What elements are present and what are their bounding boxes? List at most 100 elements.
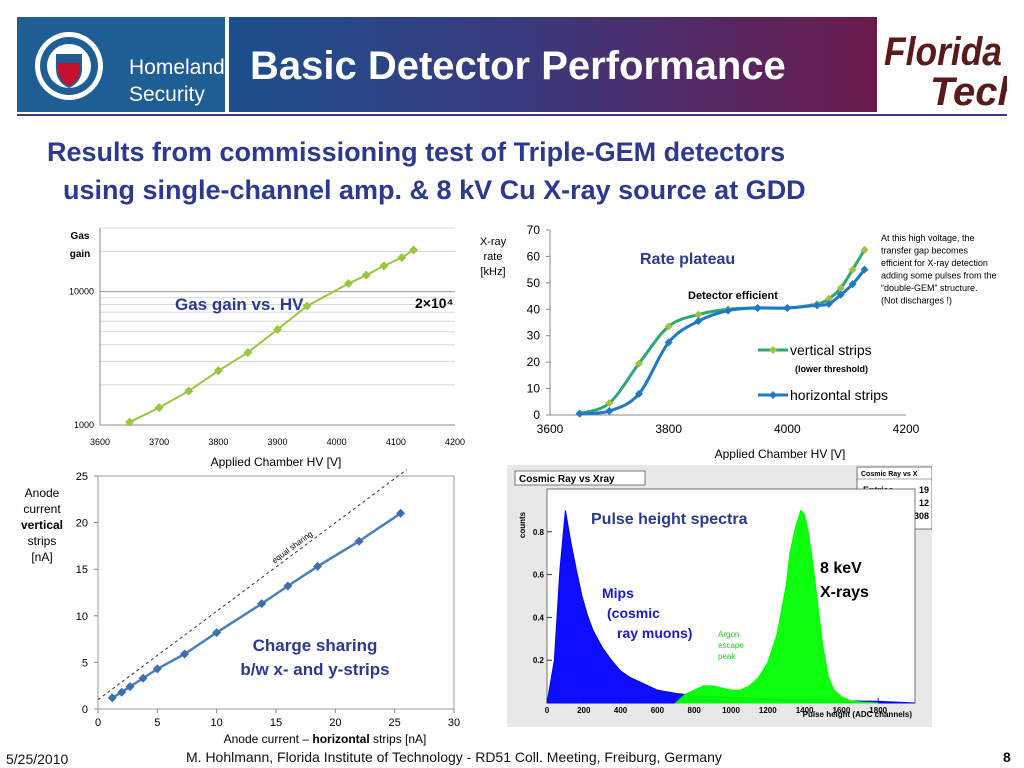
equal-sharing-line [97,469,407,701]
stats-box-title: Cosmic Ray vs X [861,471,918,478]
charge-ylabel-line: Anode [25,486,60,500]
pulse-x-tick: 1400 [796,706,814,715]
footer-date: 5/25/2010 [6,751,69,767]
charge-sharing-title-1: Charge sharing [253,636,378,655]
horizontal-strips-point [824,300,833,308]
rate-plateau-title: Rate plateau [640,251,735,268]
pulse-y-tick: 0.8 [533,528,545,537]
legend-label: vertical strips [790,342,872,358]
gas-gain-annotation: 2×10⁴ [415,295,454,311]
rate-xlabel: Applied Chamber HV [V] [715,447,846,460]
pulse-x-tick: 800 [688,706,702,715]
gas-gain-point [243,347,253,357]
charge-sharing-point [117,687,127,697]
high-voltage-note-line: transfer gap becomes [881,246,969,256]
xray-spectrum [674,509,879,704]
pulse-y-tick: 0.4 [533,613,545,622]
charge-y-tick: 25 [76,471,88,483]
legend-swatch-marker [769,391,777,399]
logo-tech-text: Tech [930,70,1007,112]
pulse-x-tick: 600 [651,706,665,715]
gas-gain-point [184,386,194,396]
header-divider [17,114,1007,116]
gas-gain-point [409,245,419,255]
charge-y-tick: 20 [76,518,88,530]
gas-gain-ylabel-2: gain [70,249,91,260]
charge-sharing-point [212,628,222,638]
gas-gain-ylabel-1: Gas [71,231,90,242]
gas-gain-x-tick: 3900 [267,437,287,447]
charge-sharing-point [152,664,162,674]
horizontal-strips-point [605,407,614,416]
rate-y-tick: 60 [527,249,541,263]
horizontal-strips-point [783,303,792,312]
homeland-security-logo: Homeland Security [17,17,225,112]
pulse-height-chart: Cosmic Ray vs Xray Cosmic Ray vs X Entri… [507,465,932,727]
rate-x-tick: 3800 [655,422,682,436]
rate-y-tick: 70 [527,223,541,237]
charge-sharing-point [180,649,190,659]
charge-ylabel-line: vertical [21,518,63,532]
rate-ylabel-2: rate [484,251,503,263]
charge-sharing-point [138,673,148,683]
pulse-x-tick: 0 [545,706,550,715]
stats-value: 308 [914,511,929,521]
subtitle-line1: Results from commissioning test of Tripl… [47,137,786,167]
charge-y-tick: 10 [76,611,88,623]
subtitle-line2: using single-channel amp. & 8 kV Cu X-ra… [63,175,806,205]
rate-x-tick: 3600 [537,422,564,436]
equal-sharing-label: equal sharing [270,529,314,565]
gas-gain-point [213,366,223,376]
charge-x-tick: 15 [270,717,282,729]
mips-label-1: Mips [602,585,634,601]
page-number: 8 [1003,749,1011,765]
rate-y-tick: 10 [527,382,541,396]
rate-y-tick: 0 [533,408,540,422]
vertical-strips-point [824,294,833,303]
gas-gain-point [361,270,371,280]
xray-label-2: X-rays [820,584,869,601]
rate-y-tick: 40 [527,302,541,316]
gas-gain-point [344,279,353,289]
charge-x-tick: 20 [329,717,341,729]
vertical-strips-point [664,322,673,331]
rate-y-tick: 20 [527,355,541,369]
argon-label-3: peak [718,652,736,661]
logo-text-line1: Homeland [129,56,225,79]
gas-gain-xlabel: Applied Chamber HV [V] [211,455,342,469]
high-voltage-note-line: “double-GEM” structure. [881,283,978,293]
gas-gain-x-tick: 3600 [90,437,110,447]
gas-gain-point [379,261,389,271]
horizontal-strips-point [694,317,703,326]
rate-ylabel-3: [kHz] [480,266,505,278]
horizontal-strips-point [836,290,845,299]
horizontal-strips-point [813,301,821,310]
vertical-strips-point [605,399,614,408]
high-voltage-note-line: efficient for X-ray detection [881,258,988,268]
gas-gain-point [154,403,164,413]
rate-y-tick: 30 [527,329,541,343]
horizontal-strips-point [724,306,732,315]
vertical-strips-point [635,359,643,368]
charge-sharing-point [313,561,323,571]
pulse-height-overlay-title: Pulse height spectra [591,511,748,528]
charge-y-tick: 5 [82,657,88,669]
charge-sharing-point [283,581,293,591]
legend-swatch-marker [769,346,777,354]
stats-value: 19 [919,485,929,495]
high-voltage-note-line: adding some pulses from the [881,271,997,281]
vertical-strips-point [836,284,845,293]
footer-credit: M. Hohlmann, Florida Institute of Techno… [186,749,722,765]
rate-x-tick: 4000 [774,422,801,436]
charge-sharing-title-2: b/w x- and y-strips [240,660,389,679]
counts-ylabel: counts [518,511,527,538]
pulse-x-tick: 200 [577,706,591,715]
mips-label-2: (cosmic [607,605,660,621]
rate-ylabel-1: X-ray [480,236,507,248]
charge-x-tick: 0 [95,717,101,729]
logo-florida-text: Florida [884,30,1002,74]
xray-label-1: 8 keV [820,560,862,577]
horizontal-strips-point [860,265,869,274]
mips-label-3: ray muons) [617,625,692,641]
charge-sharing-point [125,682,135,692]
